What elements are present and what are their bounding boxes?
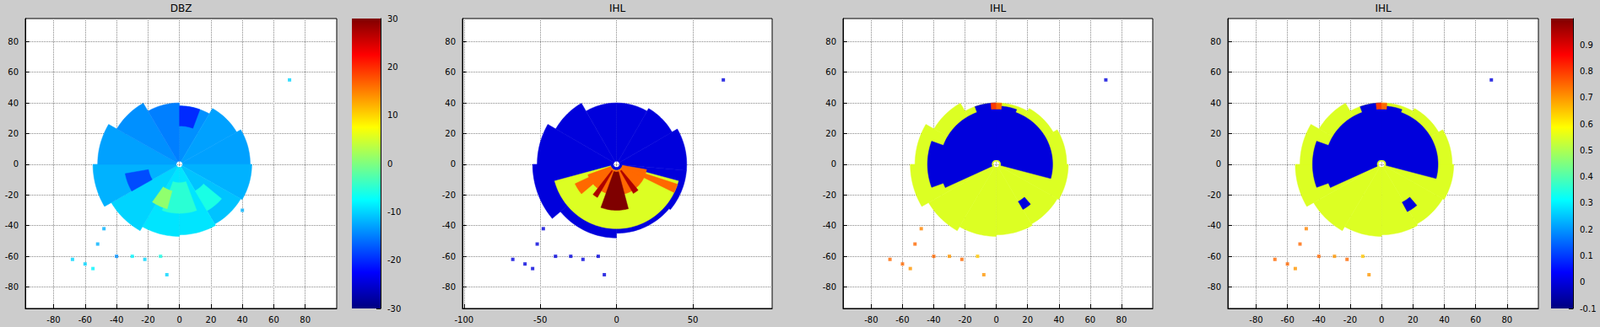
svg-text:40: 40: [444, 98, 456, 109]
svg-text:0: 0: [1579, 277, 1585, 287]
svg-text:-80: -80: [822, 282, 837, 292]
svg-text:DBZ: DBZ: [170, 2, 193, 15]
svg-text:0: 0: [176, 315, 182, 325]
svg-text:20: 20: [825, 129, 837, 139]
svg-text:0: 0: [387, 159, 393, 169]
svg-text:-60: -60: [78, 315, 92, 325]
svg-text:40: 40: [7, 98, 19, 109]
svg-text:-100: -100: [454, 315, 474, 325]
svg-text:20: 20: [7, 129, 19, 139]
svg-text:60: 60: [1084, 315, 1096, 325]
svg-text:20: 20: [387, 62, 399, 72]
svg-text:-10: -10: [387, 207, 401, 217]
svg-text:-40: -40: [442, 221, 456, 231]
svg-text:0.1: 0.1: [1579, 251, 1594, 261]
svg-text:80: 80: [7, 37, 19, 47]
svg-text:-20: -20: [387, 255, 401, 265]
svg-text:0.2: 0.2: [1579, 225, 1594, 235]
svg-text:-60: -60: [442, 252, 456, 262]
svg-text:-40: -40: [822, 221, 837, 231]
svg-text:-80: -80: [1248, 315, 1263, 325]
svg-text:0: 0: [450, 159, 456, 169]
svg-text:0.8: 0.8: [1579, 66, 1594, 76]
svg-text:IHL: IHL: [609, 2, 627, 15]
svg-text:-40: -40: [109, 315, 124, 325]
svg-text:20: 20: [444, 129, 456, 139]
svg-text:80: 80: [1116, 315, 1128, 325]
svg-text:-20: -20: [5, 190, 19, 200]
svg-text:50: 50: [687, 315, 699, 325]
svg-text:40: 40: [237, 315, 249, 325]
svg-text:80: 80: [299, 315, 311, 325]
svg-text:-20: -20: [822, 190, 837, 200]
svg-text:-20: -20: [957, 315, 972, 325]
svg-text:20: 20: [205, 315, 217, 325]
svg-text:20: 20: [1210, 129, 1222, 139]
svg-text:-80: -80: [5, 282, 19, 292]
svg-text:-40: -40: [1312, 315, 1326, 325]
svg-text:40: 40: [1053, 315, 1065, 325]
svg-text:80: 80: [1501, 315, 1513, 325]
svg-text:-20: -20: [442, 190, 456, 200]
svg-text:60: 60: [825, 67, 837, 77]
svg-text:-40: -40: [926, 315, 941, 325]
svg-text:-60: -60: [5, 252, 19, 262]
svg-text:-40: -40: [1207, 221, 1222, 231]
svg-text:-20: -20: [140, 315, 155, 325]
svg-text:-60: -60: [1280, 315, 1294, 325]
svg-text:-60: -60: [1207, 252, 1222, 262]
svg-text:IHL: IHL: [989, 2, 1007, 15]
svg-text:10: 10: [387, 110, 399, 120]
svg-text:-80: -80: [1207, 282, 1222, 292]
svg-text:0.4: 0.4: [1579, 172, 1594, 182]
svg-text:-20: -20: [1207, 190, 1222, 200]
svg-text:-50: -50: [533, 315, 547, 325]
svg-text:-80: -80: [864, 315, 878, 325]
svg-text:-60: -60: [822, 252, 837, 262]
svg-text:0: 0: [993, 315, 999, 325]
svg-text:0.6: 0.6: [1579, 119, 1594, 130]
svg-text:40: 40: [825, 98, 837, 109]
svg-text:-60: -60: [895, 315, 909, 325]
svg-text:-20: -20: [1343, 315, 1357, 325]
svg-text:40: 40: [1438, 315, 1450, 325]
svg-text:60: 60: [1210, 67, 1222, 77]
svg-text:0.3: 0.3: [1579, 198, 1594, 208]
svg-text:0: 0: [1216, 159, 1222, 169]
svg-text:80: 80: [825, 37, 837, 47]
svg-text:0: 0: [831, 159, 837, 169]
svg-text:0.5: 0.5: [1579, 145, 1594, 156]
svg-text:0: 0: [613, 315, 619, 325]
svg-text:-30: -30: [387, 304, 401, 314]
svg-text:0.9: 0.9: [1579, 40, 1594, 50]
svg-text:60: 60: [7, 67, 19, 77]
svg-text:IHL: IHL: [1374, 2, 1392, 15]
svg-text:20: 20: [1407, 315, 1419, 325]
svg-text:-0.1: -0.1: [1579, 304, 1597, 314]
svg-text:60: 60: [444, 67, 456, 77]
svg-text:30: 30: [387, 14, 399, 24]
svg-text:0: 0: [13, 159, 19, 169]
svg-text:80: 80: [1210, 37, 1222, 47]
svg-text:0.7: 0.7: [1579, 92, 1594, 103]
svg-text:80: 80: [444, 37, 456, 47]
svg-text:20: 20: [1021, 315, 1033, 325]
svg-text:-80: -80: [46, 315, 60, 325]
svg-text:-80: -80: [442, 282, 456, 292]
svg-text:40: 40: [1210, 98, 1222, 109]
svg-text:0: 0: [1378, 315, 1384, 325]
svg-text:60: 60: [268, 315, 280, 325]
svg-text:-40: -40: [5, 221, 19, 231]
svg-text:60: 60: [1470, 315, 1482, 325]
